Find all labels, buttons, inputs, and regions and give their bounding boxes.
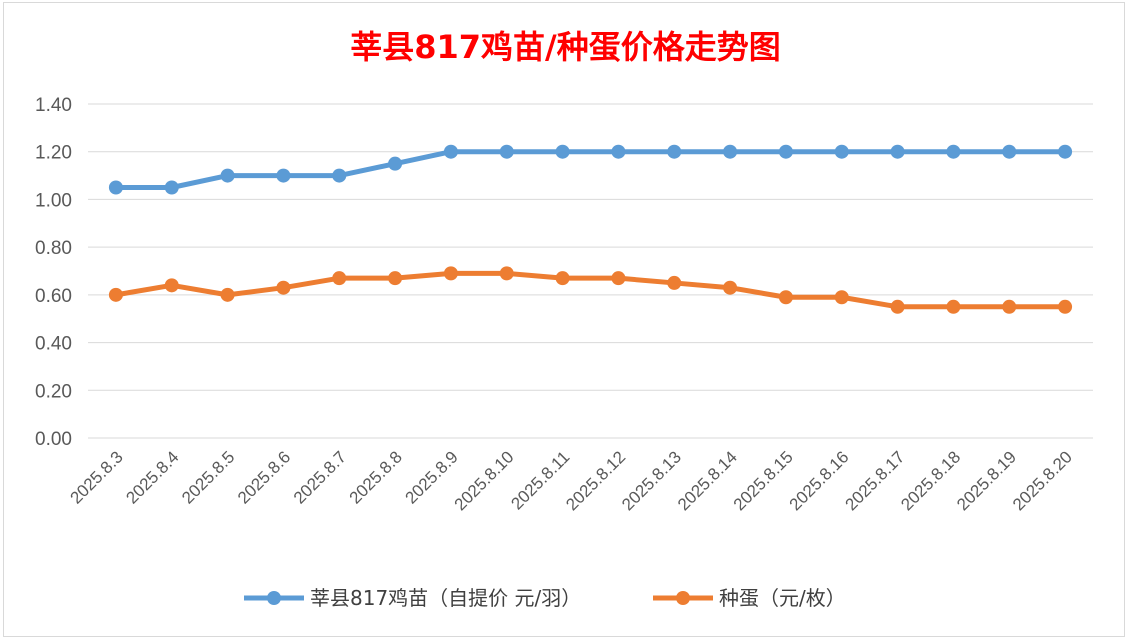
legend-swatch-marker: [267, 591, 281, 605]
series-line: [115, 270, 1066, 310]
y-tick-label: 1.40: [35, 95, 72, 116]
x-tick-label: 2025.8.3: [67, 447, 127, 507]
x-tick-label: 2025.8.20: [1009, 447, 1076, 514]
legend-label: 莘县817鸡苗（自提价 元/羽）: [310, 586, 581, 610]
y-tick-label: 0.40: [35, 334, 72, 355]
data-point: [220, 287, 235, 302]
data-point: [164, 278, 179, 293]
data-point: [723, 280, 738, 295]
y-tick-label: 1.00: [35, 190, 72, 211]
x-axis-ticks: 2025.8.32025.8.42025.8.52025.8.62025.8.7…: [67, 447, 1076, 514]
x-tick-label: 2025.8.8: [346, 447, 406, 507]
series-2: [108, 266, 1073, 314]
data-point: [443, 144, 458, 159]
x-tick-label: 2025.8.19: [953, 447, 1020, 514]
legend-item-1: 莘县817鸡苗（自提价 元/羽）: [244, 586, 581, 610]
x-tick-label: 2025.8.4: [122, 447, 182, 507]
data-point: [332, 271, 347, 286]
data-point: [276, 280, 291, 295]
data-point: [723, 144, 738, 159]
x-tick-label: 2025.8.7: [290, 447, 350, 507]
legend: 莘县817鸡苗（自提价 元/羽） 种蛋（元/枚）: [244, 586, 846, 610]
data-point: [499, 144, 514, 159]
data-point: [611, 144, 626, 159]
x-tick-label: 2025.8.15: [730, 447, 797, 514]
x-tick-label: 2025.8.16: [786, 447, 853, 514]
data-point: [834, 144, 849, 159]
y-axis-ticks: 0.00 0.20 0.40 0.60 0.80 1.00 1.20 1.40: [35, 95, 72, 450]
x-tick-label: 2025.8.6: [234, 447, 294, 507]
data-point: [1002, 299, 1017, 314]
y-tick-label: 0.60: [35, 286, 72, 307]
data-point: [1058, 144, 1073, 159]
series-group: [108, 144, 1073, 314]
data-point: [108, 287, 123, 302]
data-point: [667, 275, 682, 290]
y-tick-label: 0.00: [35, 429, 72, 450]
legend-label: 种蛋（元/枚）: [719, 586, 846, 610]
data-point: [1058, 299, 1073, 314]
series-line: [115, 149, 1066, 190]
y-tick-label: 0.20: [35, 381, 72, 402]
chart-title: 莘县817鸡苗/种蛋价格走势图: [350, 28, 781, 66]
data-point: [332, 168, 347, 183]
data-point: [276, 168, 291, 183]
data-point: [946, 144, 961, 159]
data-point: [499, 266, 514, 281]
y-tick-label: 0.80: [35, 238, 72, 259]
y-tick-label: 1.20: [35, 143, 72, 164]
series-1: [108, 144, 1073, 195]
data-point: [778, 144, 793, 159]
data-point: [555, 144, 570, 159]
data-point: [388, 156, 403, 171]
x-tick-label: 2025.8.14: [674, 447, 741, 514]
x-tick-label: 2025.8.13: [618, 447, 685, 514]
x-tick-label: 2025.8.17: [841, 447, 908, 514]
data-point: [946, 299, 961, 314]
data-point: [388, 271, 403, 286]
legend-swatch-marker: [676, 591, 690, 605]
data-point: [443, 266, 458, 281]
x-tick-label: 2025.8.11: [507, 447, 573, 513]
data-point: [1002, 144, 1017, 159]
x-tick-label: 2025.8.18: [897, 447, 964, 514]
data-point: [220, 168, 235, 183]
legend-item-2: 种蛋（元/枚）: [653, 586, 846, 610]
data-point: [611, 271, 626, 286]
x-tick-label: 2025.8.10: [451, 447, 518, 514]
data-point: [108, 180, 123, 195]
data-point: [164, 180, 179, 195]
data-point: [555, 271, 570, 286]
data-point: [667, 144, 682, 159]
data-point: [890, 144, 905, 159]
x-tick-label: 2025.8.12: [562, 447, 629, 514]
data-point: [834, 290, 849, 305]
x-tick-label: 2025.8.5: [178, 447, 238, 507]
data-point: [890, 299, 905, 314]
data-point: [778, 290, 793, 305]
chart-frame: [3, 2, 1125, 637]
